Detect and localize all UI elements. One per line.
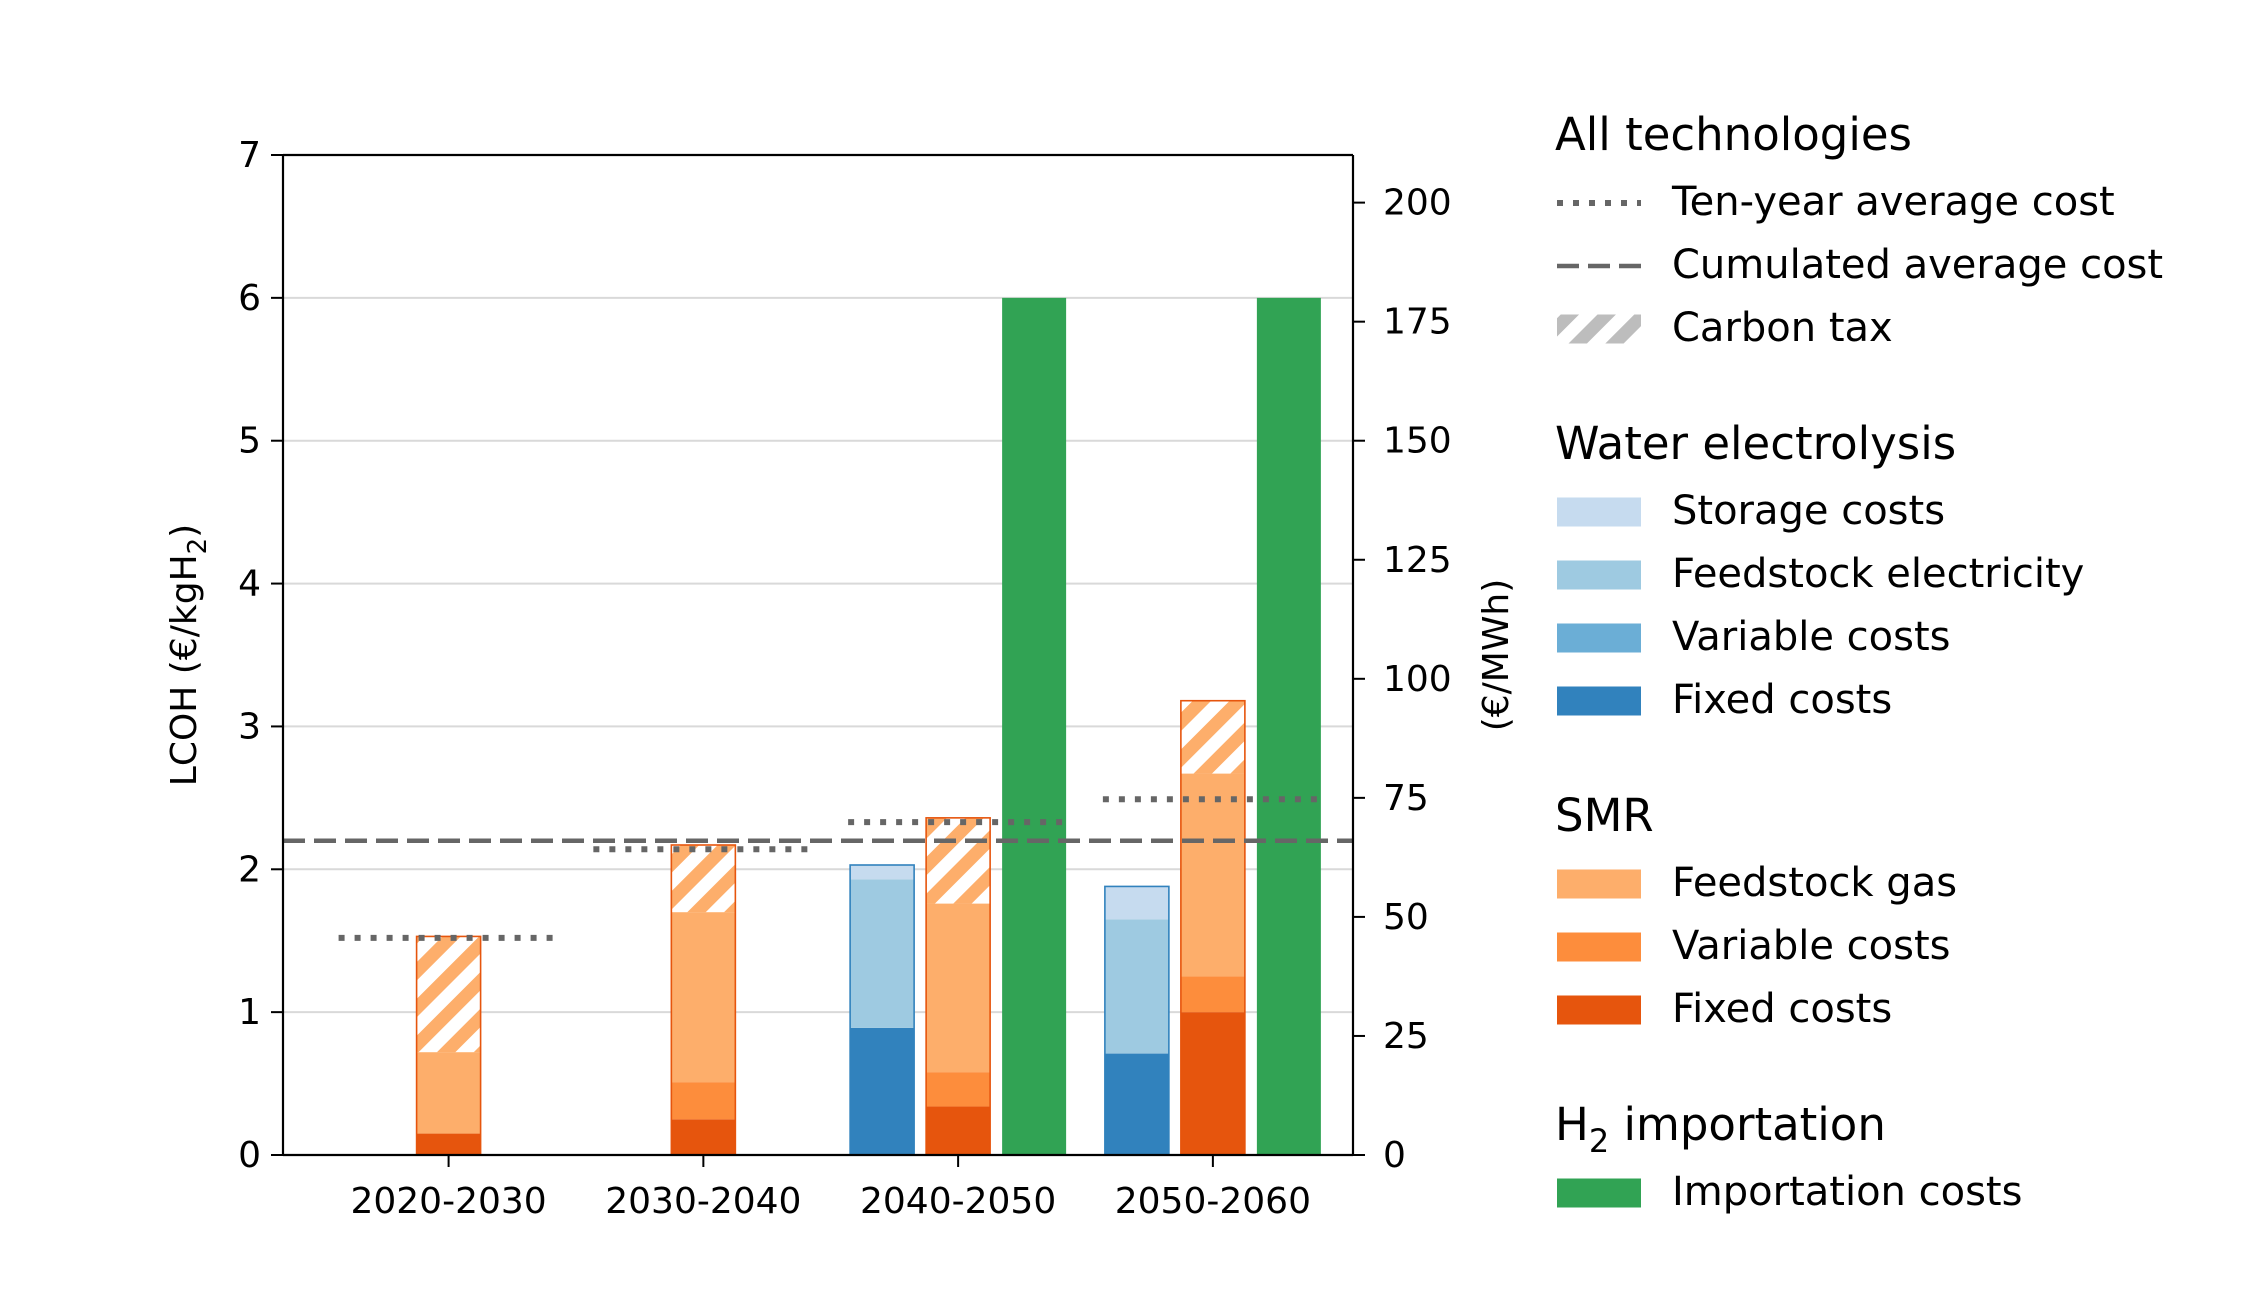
gridlines <box>283 296 1353 1014</box>
legend-group: All technologies Ten-year average cost Cum… <box>1555 108 2163 351</box>
legend: All technologies Ten-year average cost Cum… <box>1555 108 2163 1215</box>
legend-swatch <box>1557 497 1641 527</box>
x-tick-label: 2020-2030 <box>350 1181 546 1222</box>
x-tick-label: 2030-2040 <box>605 1181 801 1222</box>
right-tick-label: 125 <box>1383 540 1452 581</box>
elec-fixed-segment <box>850 1027 915 1155</box>
bars <box>415 297 1321 1156</box>
smr-gas-segment <box>671 912 736 1083</box>
legend-item-label: Variable costs <box>1672 614 1951 660</box>
legend-item-label: Feedstock electricity <box>1672 551 2084 597</box>
y-axis-label-end: ) <box>164 524 205 538</box>
legend-item-label: Carbon tax <box>1672 305 1893 351</box>
smr-gas-segment <box>1180 773 1245 977</box>
legend-swatch <box>1557 1178 1641 1208</box>
legend-swatch <box>1557 995 1641 1025</box>
legend-item-label: Fixed costs <box>1672 986 1892 1032</box>
legend-group: SMR Feedstock gas Variable costs Fixed cost… <box>1555 789 1957 1032</box>
smr-variable-segment <box>671 1082 736 1120</box>
carbon-tax-hatch <box>416 936 481 1053</box>
left-tick-label: 5 <box>238 421 261 462</box>
elec-electricity-segment <box>850 879 915 1028</box>
legend-item-label: Ten-year average cost <box>1671 179 2115 225</box>
smr-variable-segment <box>1180 976 1245 1013</box>
legend-title-end: importation <box>1609 1098 1886 1151</box>
right-tick-label: 75 <box>1383 778 1429 819</box>
legend-swatch <box>1557 623 1641 653</box>
smr-bar <box>670 844 737 1156</box>
axes: 0 1 2 3 4 5 6 7 0 25 50 75 100 125 150 175 200 2020-2030 2… <box>164 135 1517 1222</box>
left-tick-label: 2 <box>238 849 261 890</box>
legend-item-label: Importation costs <box>1672 1169 2022 1215</box>
right-tick-label: 25 <box>1383 1016 1429 1057</box>
legend-item-label: Feedstock gas <box>1672 860 1957 906</box>
smr-fixed-segment <box>1180 1012 1245 1155</box>
smr-bar <box>925 817 991 1156</box>
right-tick-label: 50 <box>1383 897 1429 938</box>
legend-group-title: H2 importation <box>1555 1098 1886 1160</box>
elec-storage-segment <box>850 865 915 880</box>
carbon-tax-hatch <box>1180 700 1245 774</box>
x-tick-label: 2040-2050 <box>860 1181 1056 1222</box>
y-axis-label-main: LCOH (€/kgH <box>164 554 205 786</box>
legend-swatch <box>1557 686 1641 716</box>
left-tick-label: 1 <box>238 992 261 1033</box>
left-tick-label: 6 <box>238 278 261 319</box>
legend-title-main: H <box>1555 1098 1589 1151</box>
smr-fixed-segment <box>926 1106 991 1155</box>
elec-fixed-segment <box>1104 1053 1169 1155</box>
right-axis-label: (€/MWh) <box>1476 579 1517 732</box>
smr-bar <box>1180 699 1246 1156</box>
smr-gas-segment <box>926 903 991 1073</box>
smr-bar <box>415 935 482 1156</box>
y-axis-label-sub: 2 <box>183 538 213 555</box>
legend-group-title: SMR <box>1555 789 1654 842</box>
importation-bar <box>1256 297 1321 1155</box>
legend-swatch <box>1557 560 1641 590</box>
left-tick-label: 3 <box>238 706 261 747</box>
legend-group: Water electrolysis Storage costs Feedstock… <box>1555 417 2084 723</box>
smr-variable-segment <box>926 1072 991 1107</box>
legend-group-title: All technologies <box>1555 108 1912 161</box>
left-tick-label: 7 <box>238 135 261 176</box>
smr-gas-segment <box>416 1052 481 1134</box>
carbon-tax-hatch <box>671 845 736 913</box>
legend-group: H2 importation Importation costs <box>1555 1098 2022 1215</box>
right-tick-label: 200 <box>1383 183 1452 224</box>
right-tick-label: 175 <box>1383 302 1452 343</box>
legend-item-label: Fixed costs <box>1672 677 1892 723</box>
legend-swatch-hatch <box>1557 314 1641 344</box>
right-tick-label: 100 <box>1383 659 1452 700</box>
smr-fixed-segment <box>671 1119 736 1155</box>
legend-item-label: Cumulated average cost <box>1672 242 2163 288</box>
legend-swatch <box>1557 869 1641 899</box>
left-tick-label: 4 <box>238 564 261 605</box>
carbon-tax-hatch <box>926 817 991 904</box>
x-tick-label: 2050-2060 <box>1115 1181 1311 1222</box>
right-tick-label: 0 <box>1383 1135 1406 1176</box>
legend-item-label: Variable costs <box>1672 923 1951 969</box>
right-tick-label: 150 <box>1383 421 1452 462</box>
left-tick-label: 0 <box>238 1135 261 1176</box>
electrolysis-bar <box>1104 885 1170 1156</box>
elec-electricity-segment <box>1104 919 1169 1054</box>
legend-item-label: Storage costs <box>1672 488 1945 534</box>
importation-bar <box>1002 297 1067 1155</box>
legend-swatch <box>1557 932 1641 962</box>
average-lines <box>283 796 1353 941</box>
legend-title-sub: 2 <box>1589 1122 1609 1160</box>
electrolysis-bar <box>849 864 915 1156</box>
smr-fixed-segment <box>416 1133 481 1155</box>
y-axis-label: LCOH (€/kgH2) <box>164 524 213 786</box>
elec-storage-segment <box>1104 886 1169 920</box>
legend-group-title: Water electrolysis <box>1555 417 1956 470</box>
